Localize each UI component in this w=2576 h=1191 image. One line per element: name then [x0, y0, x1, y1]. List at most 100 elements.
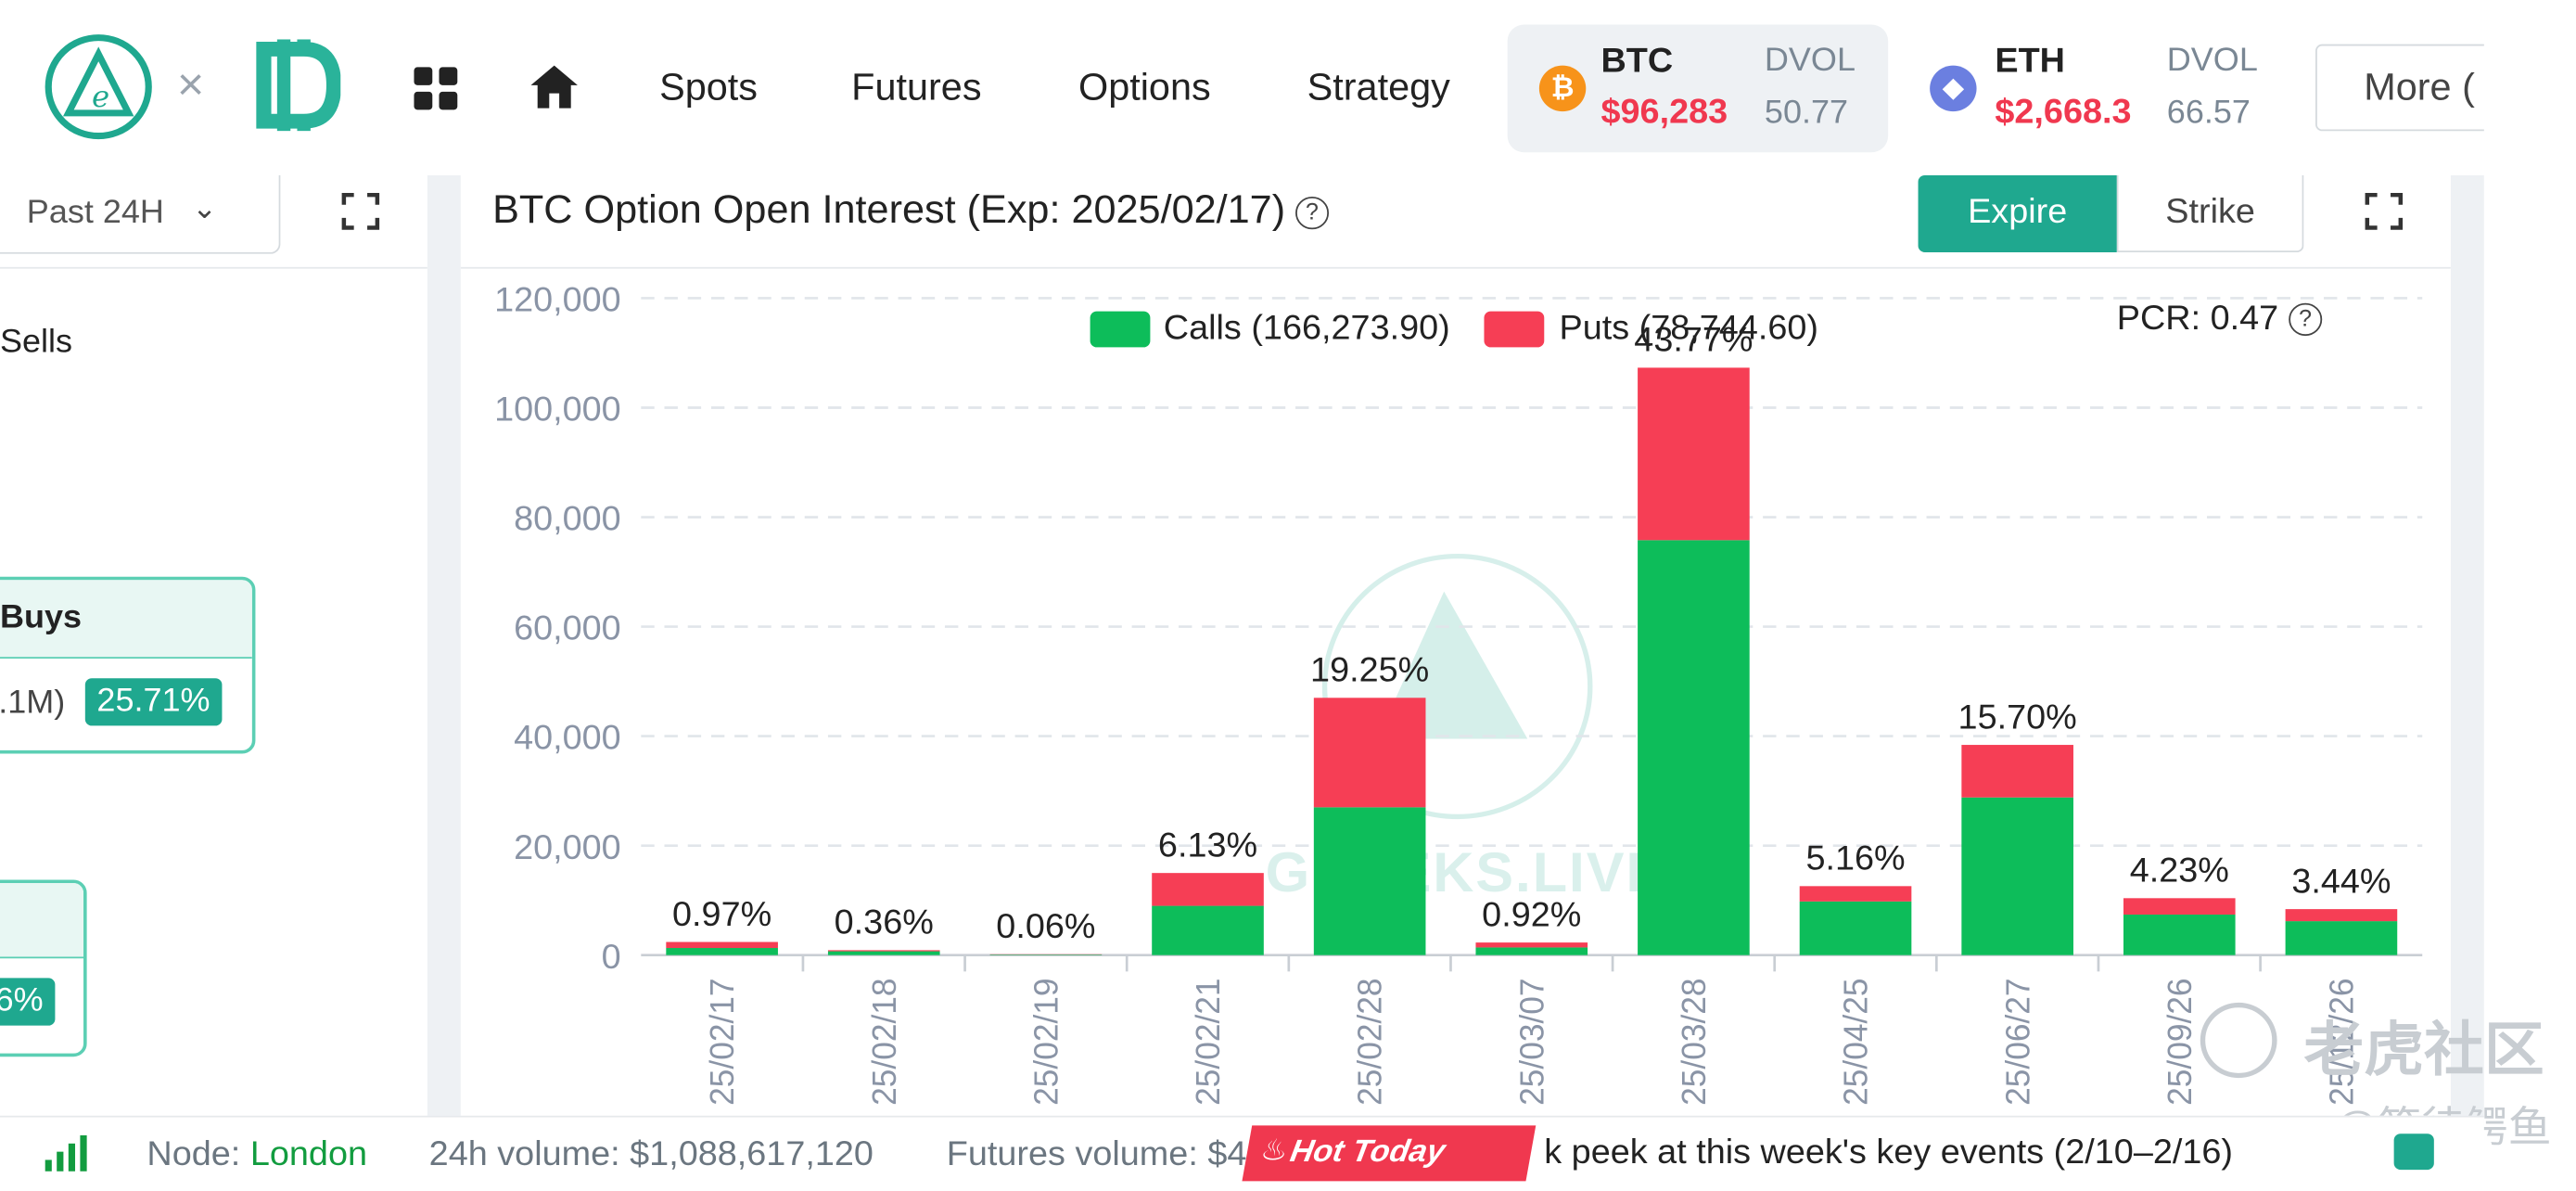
- community-watermark-icon: [2200, 1002, 2277, 1079]
- bar-calls: [1475, 947, 1588, 955]
- pcr-value: PCR: 0.47: [2116, 300, 2279, 338]
- bar-data-label: 0.36%: [835, 903, 934, 941]
- news-ticker[interactable]: k peek at this week's key events (2/10–2…: [1544, 1133, 2234, 1172]
- sells-label: Sells: [0, 324, 73, 361]
- open-interest-chart: 0 20,000 40,000 60,000 80,000 100,000 120,000 0…: [494, 280, 2423, 1106]
- btc-symbol: BTC: [1600, 42, 1674, 81]
- x-tick-label: 25/02/28: [1351, 978, 1388, 1105]
- buys-volume: .1M): [0, 685, 66, 722]
- top-nav: e × Spots Futures Options Strategy ₿ BTC…: [0, 0, 2576, 175]
- sells-percent-badge: 6%: [0, 978, 56, 1026]
- legend-calls-label[interactable]: Calls (166,273.90): [1163, 309, 1450, 348]
- panel-gutter: [2450, 174, 2484, 1126]
- btc-price: $96,283: [1600, 93, 1728, 132]
- help-icon[interactable]: ?: [2289, 302, 2323, 337]
- bar-puts: [1961, 745, 2073, 798]
- sells-card-header: [0, 882, 84, 959]
- bitcoin-icon: ₿: [1538, 65, 1587, 112]
- more-button-label: More: [2364, 65, 2452, 109]
- bar-data-label: 3.44%: [2291, 862, 2391, 901]
- x-tick-label: 25/02/19: [1027, 978, 1065, 1105]
- buys-percent-badge: 25.71%: [84, 678, 223, 726]
- close-icon: ×: [176, 58, 205, 110]
- x-tick-label: 25/06/27: [1999, 978, 2036, 1105]
- status-bar: Node: London 24h volume: $1,088,617,120 …: [0, 1115, 2484, 1191]
- bar-puts: [1638, 367, 1750, 541]
- bar-calls: [2285, 921, 2398, 955]
- y-tick-label: 60,000: [514, 608, 621, 647]
- nav-options[interactable]: Options: [1078, 65, 1211, 109]
- divider: [460, 266, 2451, 269]
- bar-calls: [1638, 540, 1750, 955]
- page-margin: [2483, 0, 2576, 1191]
- ethereum-icon: ◆: [1930, 65, 1977, 112]
- bar-calls: [666, 948, 778, 955]
- bar-puts: [827, 950, 940, 952]
- hot-today-badge[interactable]: ♨ Hot Today: [1242, 1125, 1537, 1182]
- deribit-logo[interactable]: [254, 39, 342, 139]
- buys-heading: Buys: [0, 580, 252, 660]
- nav-strategy[interactable]: Strategy: [1307, 65, 1450, 109]
- bar-data-label: 15.70%: [1958, 698, 2077, 736]
- eth-dvol-value: 66.57: [2166, 95, 2251, 132]
- buys-card: Buys .1M) 25.71%: [0, 576, 256, 754]
- bar-calls: [2123, 915, 2236, 955]
- x-tick-label: 25/12/26: [2323, 978, 2360, 1105]
- flame-icon: ♨: [1257, 1133, 1292, 1167]
- legend-puts-swatch[interactable]: [1484, 311, 1545, 348]
- legend-calls-swatch[interactable]: [1090, 311, 1151, 348]
- divider: [0, 266, 427, 269]
- bar-puts: [2123, 898, 2236, 916]
- legend-puts-label[interactable]: Puts (78,744.60): [1559, 309, 1819, 348]
- fullscreen-icon[interactable]: [2364, 192, 2404, 239]
- bar-calls: [1313, 807, 1426, 955]
- bar-data-label: 0.06%: [996, 906, 1095, 945]
- bar-data-label: 0.97%: [672, 894, 772, 933]
- x-tick-label: 25/04/25: [1837, 978, 1874, 1105]
- bar-puts: [1475, 942, 1588, 948]
- bar-data-label: 19.25%: [1310, 650, 1429, 689]
- bar-calls: [989, 954, 1103, 955]
- greeks-live-logo[interactable]: e: [45, 34, 152, 140]
- nav-futures[interactable]: Futures: [851, 65, 982, 109]
- period-select[interactable]: Past 24H ⌄: [0, 174, 281, 254]
- help-icon[interactable]: ?: [1294, 196, 1329, 230]
- y-tick-label: 20,000: [514, 827, 621, 866]
- svg-text:e: e: [92, 79, 109, 114]
- chart-title-text: BTC Option Open Interest (Exp: 2025/02/1…: [492, 188, 1286, 233]
- bar-puts: [666, 941, 778, 949]
- bar-puts: [1799, 886, 1912, 902]
- futures-volume: Futures volume: $4: [946, 1134, 1247, 1173]
- bar-puts: [1152, 873, 1264, 906]
- y-tick-label: 0: [602, 937, 621, 976]
- x-tick-label: 25/02/21: [1190, 978, 1227, 1105]
- node-label: Node:: [147, 1134, 241, 1173]
- chevron-down-icon: ⌄: [192, 191, 218, 224]
- eth-dvol-label: DVOL: [2166, 42, 2258, 79]
- apps-grid-icon[interactable]: [414, 67, 458, 110]
- panel-gutter: [427, 174, 461, 1126]
- home-icon[interactable]: [528, 62, 581, 120]
- tab-strike[interactable]: Strike: [2116, 174, 2304, 252]
- chart-title: BTC Option Open Interest (Exp: 2025/02/1…: [492, 188, 1329, 234]
- y-tick-label: 40,000: [514, 718, 621, 757]
- bar-data-label: 6.13%: [1158, 826, 1257, 864]
- bar-puts: [2285, 909, 2398, 922]
- sells-card: 6%: [0, 879, 87, 1057]
- bar-puts: [1313, 698, 1426, 808]
- nav-spots[interactable]: Spots: [659, 65, 759, 109]
- node-status[interactable]: Node: London: [147, 1135, 367, 1174]
- y-tick-label: 80,000: [514, 499, 621, 538]
- y-tick-label: 100,000: [494, 390, 621, 429]
- bar-calls: [1152, 905, 1264, 955]
- community-watermark: 老虎社区: [2303, 1016, 2544, 1083]
- btc-ticker[interactable]: ₿ BTC $96,283 DVOL 50.77: [1507, 24, 1889, 153]
- period-select-value: Past 24H: [26, 195, 164, 232]
- fullscreen-icon[interactable]: [340, 192, 380, 239]
- bar-calls: [1799, 901, 1912, 955]
- bar-data-label: 43.77%: [1634, 320, 1753, 359]
- tab-expire[interactable]: Expire: [1918, 174, 2117, 252]
- signal-icon: [45, 1134, 89, 1181]
- message-icon[interactable]: [2393, 1133, 2434, 1171]
- btc-dvol-label: DVOL: [1764, 42, 1855, 79]
